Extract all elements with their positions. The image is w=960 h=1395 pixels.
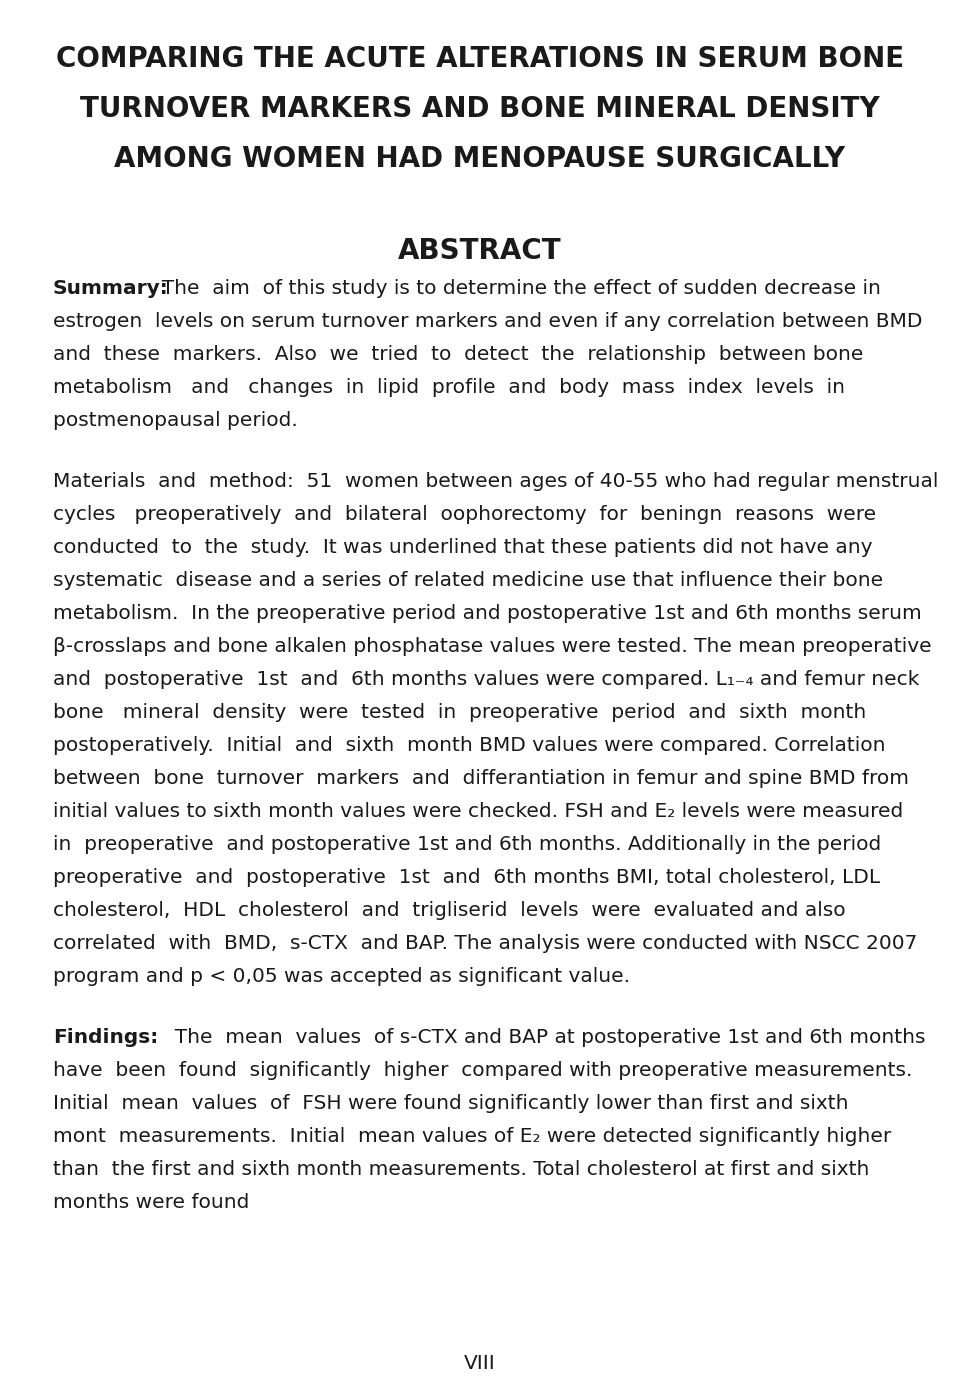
Text: Findings:: Findings: bbox=[53, 1028, 158, 1046]
Text: have  been  found  significantly  higher  compared with preoperative measurement: have been found significantly higher com… bbox=[53, 1060, 912, 1080]
Text: The  mean  values  of s-CTX and BAP at postoperative 1st and 6th months: The mean values of s-CTX and BAP at post… bbox=[161, 1028, 925, 1046]
Text: postmenopausal period.: postmenopausal period. bbox=[53, 410, 298, 430]
Text: preoperative  and  postoperative  1st  and  6th months BMI, total cholesterol, L: preoperative and postoperative 1st and 6… bbox=[53, 868, 880, 887]
Text: systematic  disease and a series of related medicine use that influence their bo: systematic disease and a series of relat… bbox=[53, 571, 883, 590]
Text: than  the first and sixth month measurements. Total cholesterol at first and six: than the first and sixth month measureme… bbox=[53, 1159, 869, 1179]
Text: AMONG WOMEN HAD MENOPAUSE SURGICALLY: AMONG WOMEN HAD MENOPAUSE SURGICALLY bbox=[114, 145, 846, 173]
Text: between  bone  turnover  markers  and  differantiation in femur and spine BMD fr: between bone turnover markers and differ… bbox=[53, 769, 909, 788]
Text: Materials  and  method:  51  women between ages of 40-55 who had regular menstru: Materials and method: 51 women between a… bbox=[53, 472, 938, 491]
Text: initial values to sixth month values were checked. FSH and E₂ levels were measur: initial values to sixth month values wer… bbox=[53, 802, 903, 820]
Text: VIII: VIII bbox=[464, 1355, 496, 1373]
Text: program and p < 0,05 was accepted as significant value.: program and p < 0,05 was accepted as sig… bbox=[53, 967, 630, 986]
Text: correlated  with  BMD,  s-CTX  and BAP. The analysis were conducted with NSCC 20: correlated with BMD, s-CTX and BAP. The … bbox=[53, 933, 917, 953]
Text: Initial  mean  values  of  FSH were found significantly lower than first and six: Initial mean values of FSH were found si… bbox=[53, 1094, 849, 1113]
Text: mont  measurements.  Initial  mean values of E₂ were detected significantly high: mont measurements. Initial mean values o… bbox=[53, 1127, 891, 1145]
Text: cholesterol,  HDL  cholesterol  and  trigliserid  levels  were  evaluated and al: cholesterol, HDL cholesterol and triglis… bbox=[53, 901, 846, 919]
Text: COMPARING THE ACUTE ALTERATIONS IN SERUM BONE: COMPARING THE ACUTE ALTERATIONS IN SERUM… bbox=[56, 45, 904, 73]
Text: months were found: months were found bbox=[53, 1193, 250, 1212]
Text: Summary:: Summary: bbox=[53, 279, 169, 297]
Text: β-crosslaps and bone alkalen phosphatase values were tested. The mean preoperati: β-crosslaps and bone alkalen phosphatase… bbox=[53, 636, 931, 656]
Text: bone   mineral  density  were  tested  in  preoperative  period  and  sixth  mon: bone mineral density were tested in preo… bbox=[53, 703, 866, 721]
Text: conducted  to  the  study.  It was underlined that these patients did not have a: conducted to the study. It was underline… bbox=[53, 537, 873, 557]
Text: metabolism   and   changes  in  lipid  profile  and  body  mass  index  levels  : metabolism and changes in lipid profile … bbox=[53, 378, 845, 396]
Text: and  these  markers.  Also  we  tried  to  detect  the  relationship  between bo: and these markers. Also we tried to dete… bbox=[53, 345, 863, 364]
Text: estrogen  levels on serum turnover markers and even if any correlation between B: estrogen levels on serum turnover marker… bbox=[53, 311, 923, 331]
Text: and  postoperative  1st  and  6th months values were compared. L₁₋₄ and femur ne: and postoperative 1st and 6th months val… bbox=[53, 670, 919, 689]
Text: postoperatively.  Initial  and  sixth  month BMD values were compared. Correlati: postoperatively. Initial and sixth month… bbox=[53, 735, 885, 755]
Text: cycles   preoperatively  and  bilateral  oophorectomy  for  beningn  reasons  we: cycles preoperatively and bilateral ooph… bbox=[53, 505, 876, 523]
Text: metabolism.  In the preoperative period and postoperative 1st and 6th months ser: metabolism. In the preoperative period a… bbox=[53, 604, 922, 622]
Text: TURNOVER MARKERS AND BONE MINERAL DENSITY: TURNOVER MARKERS AND BONE MINERAL DENSIT… bbox=[80, 95, 880, 123]
Text: The  aim  of this study is to determine the effect of sudden decrease in: The aim of this study is to determine th… bbox=[150, 279, 881, 297]
Text: in  preoperative  and postoperative 1st and 6th months. Additionally in the peri: in preoperative and postoperative 1st an… bbox=[53, 834, 881, 854]
Text: ABSTRACT: ABSTRACT bbox=[398, 237, 562, 265]
